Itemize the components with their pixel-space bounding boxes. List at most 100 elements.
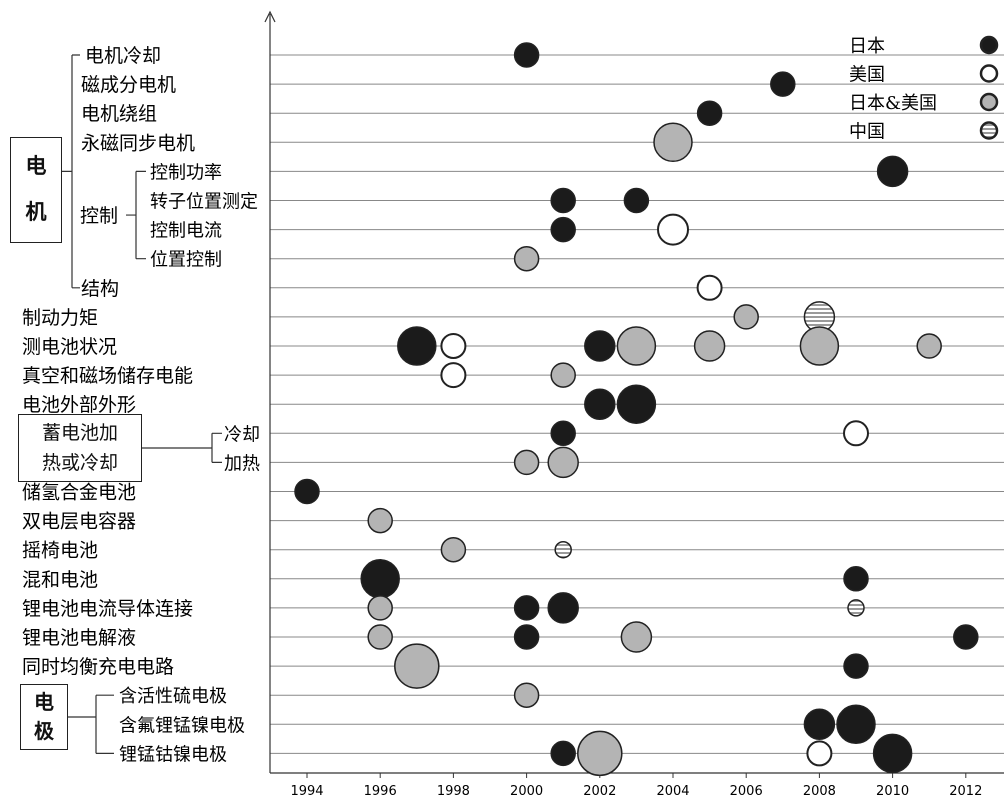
row-label: 摇椅电池 bbox=[22, 540, 98, 562]
data-point bbox=[294, 478, 320, 505]
data-point bbox=[770, 71, 796, 97]
data-point bbox=[916, 333, 942, 359]
data-point bbox=[803, 708, 836, 741]
row-label: 位置控制 bbox=[150, 250, 222, 271]
data-point bbox=[620, 621, 653, 653]
group-label-control: 控制 bbox=[80, 205, 118, 227]
row-label: 磁成分电机 bbox=[81, 74, 176, 96]
data-point bbox=[360, 559, 400, 599]
data-point bbox=[653, 122, 693, 163]
data-point bbox=[397, 326, 437, 366]
data-point bbox=[953, 624, 979, 650]
data-point bbox=[696, 274, 723, 301]
row-label: 永磁同步电机 bbox=[81, 132, 195, 154]
data-point bbox=[550, 420, 576, 447]
x-tick-label: 1996 bbox=[364, 784, 397, 799]
row-label: 真空和磁场储存电能 bbox=[22, 365, 193, 387]
data-point bbox=[843, 653, 869, 679]
data-point bbox=[547, 446, 579, 479]
data-point bbox=[584, 330, 616, 362]
group-label-electrode: 电 极 bbox=[34, 690, 54, 743]
row-label: 同时均衡充电电路 bbox=[22, 656, 174, 678]
data-point bbox=[513, 624, 540, 650]
row-label: 制动力矩 bbox=[22, 307, 98, 329]
data-point bbox=[623, 187, 650, 214]
data-point bbox=[843, 566, 869, 592]
row-label: 电机绕组 bbox=[81, 103, 157, 125]
legend-label: 中国 bbox=[849, 122, 885, 143]
row-label: 含氟锂锰镍电极 bbox=[119, 715, 245, 736]
row-label: 测电池状况 bbox=[22, 336, 117, 358]
row-label: 锂电池电解液 bbox=[22, 627, 136, 649]
group-box-heat-cool: 蓄电池加 热或冷却 bbox=[18, 414, 142, 482]
data-point bbox=[847, 599, 865, 617]
data-point bbox=[440, 362, 467, 389]
x-tick-label: 2006 bbox=[730, 784, 763, 799]
data-point bbox=[513, 42, 540, 68]
data-point bbox=[550, 362, 576, 388]
group-label-motor: 电 机 bbox=[25, 153, 47, 224]
data-point bbox=[513, 682, 540, 708]
group-label-heat-cool: 蓄电池加 热或冷却 bbox=[41, 422, 118, 474]
x-tick-label: 2008 bbox=[803, 784, 836, 799]
row-label: 储氢合金电池 bbox=[22, 482, 136, 504]
legend-marker bbox=[979, 64, 999, 83]
data-point bbox=[584, 388, 616, 420]
bracket-heat-cool bbox=[142, 432, 222, 463]
data-point bbox=[550, 740, 576, 767]
row-label: 转子位置测定 bbox=[150, 192, 258, 213]
row-label: 控制电流 bbox=[150, 221, 222, 242]
bracket-control bbox=[126, 170, 146, 260]
data-point bbox=[367, 507, 393, 534]
data-point bbox=[657, 213, 689, 246]
data-point bbox=[733, 304, 759, 330]
data-point bbox=[799, 326, 840, 366]
data-point bbox=[440, 333, 467, 359]
legend-marker bbox=[979, 92, 999, 112]
data-point bbox=[550, 187, 576, 214]
row-label: 双电层电容器 bbox=[22, 511, 136, 533]
row-label: 电池外部外形 bbox=[22, 394, 136, 416]
row-label: 结构 bbox=[81, 278, 119, 300]
legend-label: 日本&美国 bbox=[849, 93, 937, 114]
y-axis-arrow-icon bbox=[264, 10, 276, 23]
data-point bbox=[513, 245, 540, 272]
data-point bbox=[547, 592, 579, 624]
row-label: 加热 bbox=[224, 453, 260, 474]
row-label: 锂电池电流导体连接 bbox=[22, 598, 193, 620]
row-label: 冷却 bbox=[224, 424, 260, 445]
legend-marker bbox=[979, 35, 999, 55]
data-point bbox=[836, 704, 876, 745]
data-point bbox=[513, 595, 540, 621]
data-point bbox=[616, 326, 657, 366]
row-label: 控制功率 bbox=[150, 162, 222, 183]
x-tick-label: 1998 bbox=[437, 784, 470, 799]
data-point bbox=[440, 536, 467, 563]
legend-marker bbox=[979, 121, 999, 140]
data-point bbox=[616, 384, 657, 424]
data-point bbox=[554, 540, 572, 559]
data-point bbox=[696, 100, 723, 126]
bracket-motor bbox=[62, 54, 80, 289]
data-point bbox=[876, 155, 909, 188]
data-point bbox=[550, 216, 576, 243]
row-label: 电机冷却 bbox=[85, 45, 161, 67]
x-tick-label: 2004 bbox=[656, 784, 689, 799]
data-point bbox=[367, 624, 393, 650]
data-point bbox=[577, 730, 623, 777]
legend-label: 日本 bbox=[849, 36, 885, 57]
group-box-electrode: 电 极 bbox=[20, 684, 68, 750]
data-point bbox=[806, 740, 833, 767]
data-point bbox=[693, 330, 726, 362]
data-point bbox=[367, 595, 393, 621]
data-point bbox=[513, 449, 540, 476]
x-tick-label: 2000 bbox=[510, 784, 543, 799]
row-label: 含活性硫电极 bbox=[119, 686, 227, 707]
row-label: 混和电池 bbox=[22, 569, 98, 591]
x-tick-label: 2010 bbox=[876, 784, 909, 799]
bracket-electrode bbox=[68, 694, 114, 754]
group-box-motor: 电 机 bbox=[10, 137, 62, 243]
row-label: 锂锰钴镍电极 bbox=[119, 744, 227, 765]
legend-label: 美国 bbox=[849, 65, 885, 86]
